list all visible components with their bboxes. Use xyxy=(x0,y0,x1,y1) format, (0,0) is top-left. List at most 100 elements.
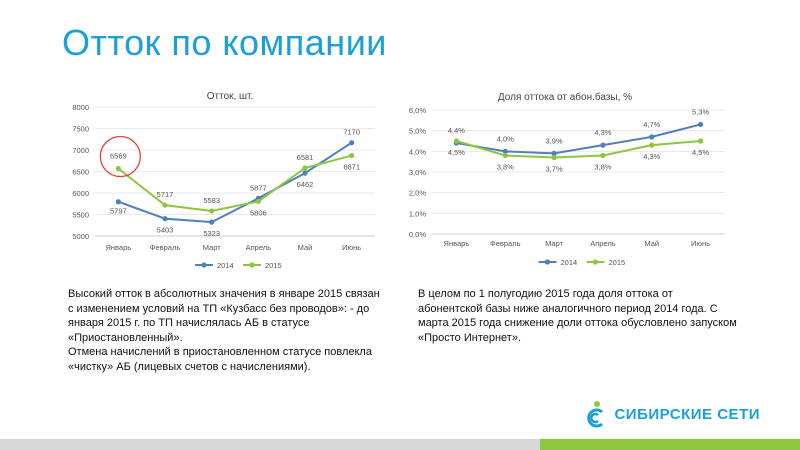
x-tick-label: Июнь xyxy=(342,243,361,252)
data-point-2014 xyxy=(600,142,606,148)
churn-share-chart: Доля оттока от абон.базы, % 0,0% 1,0% 2,0%… xyxy=(409,91,725,267)
data-point-2015 xyxy=(302,165,308,171)
y-tick-label: 6,0% xyxy=(409,106,426,115)
footer-strip-gray xyxy=(0,439,540,450)
data-point-2015 xyxy=(600,152,606,159)
x-tick-label: Январь xyxy=(444,239,470,248)
data-label-2015: 3,7% xyxy=(546,165,563,174)
data-point-2015 xyxy=(255,198,261,204)
x-tick-label: Апрель xyxy=(590,239,616,248)
data-label-2014: 5877 xyxy=(250,183,267,192)
data-label-2014: 5403 xyxy=(157,226,174,235)
data-label-2014: 7170 xyxy=(343,128,360,137)
data-label-2014: 4,3% xyxy=(594,128,611,137)
left-note-paragraph-1: Высокий отток в абсолютных значения в ян… xyxy=(68,288,380,344)
series-line-2014 xyxy=(117,141,353,224)
data-point-2015 xyxy=(349,152,355,159)
data-point-2015 xyxy=(697,138,704,144)
x-tick-label: Май xyxy=(298,243,313,252)
series-line-2014 xyxy=(456,123,701,155)
x-tick-label: Январь xyxy=(105,243,131,252)
legend-label-2014: 2014 xyxy=(561,258,578,267)
chart-title: Доля оттока от абон.базы, % xyxy=(498,91,632,103)
data-label-2014: 5,3% xyxy=(692,107,709,116)
data-label-2015: 4,3% xyxy=(643,152,660,161)
company-logo: СИБИРСКИЕ СЕТИ xyxy=(582,398,760,430)
x-tick-label: Март xyxy=(203,243,222,252)
footer-strip xyxy=(0,439,800,450)
y-tick-label: 1,0% xyxy=(409,209,426,218)
y-tick-label: 3,0% xyxy=(409,168,426,177)
x-tick-label: Апрель xyxy=(246,243,272,252)
y-tick-label: 0,0% xyxy=(409,230,426,239)
data-label-2015: 6581 xyxy=(297,153,314,162)
data-point-2015 xyxy=(209,208,215,214)
x-tick-label: Март xyxy=(545,239,564,248)
data-point-2014 xyxy=(649,134,655,140)
y-tick-label: 2,0% xyxy=(409,189,426,198)
y-tick-label: 5,0% xyxy=(409,127,426,136)
data-label-2014: 3,9% xyxy=(546,136,563,145)
data-label-2014: 4,0% xyxy=(497,134,514,143)
logo-text: СИБИРСКИЕ СЕТИ xyxy=(614,405,760,423)
chart-title: Отток, шт. xyxy=(207,91,254,102)
data-label-2014: 4,7% xyxy=(643,120,660,129)
data-label-2015: 6871 xyxy=(343,163,360,172)
data-point-2015 xyxy=(551,154,557,161)
legend-marker-2015 xyxy=(249,262,255,268)
legend-label-2015: 2015 xyxy=(609,258,626,267)
series-line-2015 xyxy=(456,140,701,159)
y-tick-label: 5500 xyxy=(72,211,89,220)
data-point-2015 xyxy=(115,165,121,172)
churn-count-chart: Отток, шт. 5000550060006500700075008000 … xyxy=(72,91,375,270)
data-point-2014 xyxy=(115,199,121,205)
highlight-circle xyxy=(99,135,141,178)
right-note-paragraph: В целом по 1 полугодию 2015 года доля от… xyxy=(418,288,737,344)
slide-title: Отток по компании xyxy=(62,22,387,63)
data-point-2015 xyxy=(162,202,168,208)
data-label-2015: 6569 xyxy=(110,152,127,161)
legend-marker-2014 xyxy=(544,259,551,265)
data-label-2015: 5583 xyxy=(203,196,220,205)
data-point-2014 xyxy=(551,150,557,156)
y-tick-label: 6000 xyxy=(72,189,89,198)
data-point-2014 xyxy=(697,121,704,128)
data-point-2014 xyxy=(502,148,508,154)
y-tick-label: 8000 xyxy=(72,103,89,112)
data-label-2015: 4,5% xyxy=(448,148,465,157)
y-tick-label: 5000 xyxy=(72,232,89,241)
data-label-2015: 5717 xyxy=(157,190,174,199)
left-note-paragraph-2: Отмена начислений в приостановленном ста… xyxy=(68,346,372,373)
data-label-2015: 5806 xyxy=(250,208,267,217)
footer-strip-green xyxy=(540,439,800,450)
x-tick-label: Февраль xyxy=(490,239,521,248)
legend-label-2015: 2015 xyxy=(265,261,282,270)
data-point-2014 xyxy=(209,219,215,225)
x-tick-label: Май xyxy=(644,239,659,248)
data-point-2015 xyxy=(502,152,508,159)
series-line-2015 xyxy=(117,154,352,212)
data-point-2014 xyxy=(162,216,168,222)
data-point-2014 xyxy=(302,170,308,176)
legend-label-2014: 2014 xyxy=(217,261,234,270)
sibirskie-seti-logo-icon xyxy=(587,401,604,428)
data-label-2014: 5323 xyxy=(203,229,220,238)
legend-marker-2015 xyxy=(592,259,599,265)
y-tick-label: 7000 xyxy=(72,146,89,155)
data-label-2014: 5797 xyxy=(110,207,127,216)
data-label-2015: 3,8% xyxy=(594,162,611,171)
x-tick-label: Февраль xyxy=(150,243,181,252)
data-point-2015 xyxy=(453,138,460,144)
left-note: Высокий отток в абсолютных значения в ян… xyxy=(68,287,386,374)
data-label-2015: 4,5% xyxy=(692,148,709,157)
x-tick-label: Июнь xyxy=(691,239,710,248)
data-point-2015 xyxy=(649,142,655,148)
data-label-2015: 3,8% xyxy=(497,162,514,171)
y-tick-label: 6500 xyxy=(72,168,89,177)
y-tick-label: 4,0% xyxy=(409,147,426,156)
data-label-2014: 6462 xyxy=(297,180,314,189)
data-point-2014 xyxy=(349,140,355,146)
right-note: В целом по 1 полугодию 2015 года доля от… xyxy=(418,287,740,345)
legend-marker-2014 xyxy=(201,262,207,268)
y-tick-label: 7500 xyxy=(72,125,89,134)
